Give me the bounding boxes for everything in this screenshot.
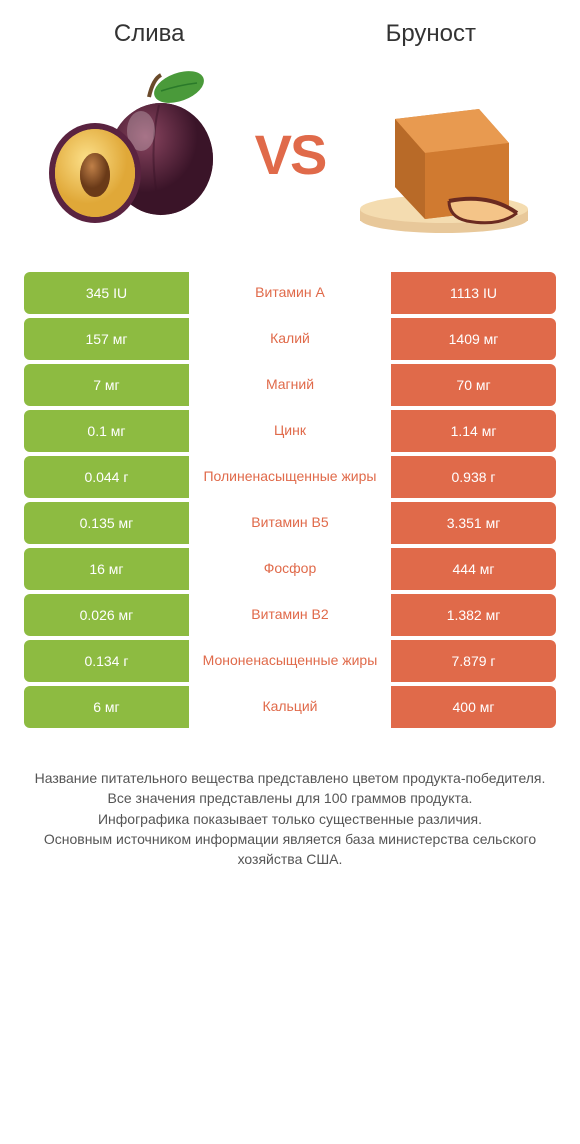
left-value: 157 мг	[24, 318, 189, 360]
footer-text: Название питательного вещества представл…	[24, 768, 556, 869]
right-value: 70 мг	[391, 364, 556, 406]
left-value: 7 мг	[24, 364, 189, 406]
nutrient-row: 0.1 мгЦинк1.14 мг	[24, 410, 556, 452]
right-value: 0.938 г	[391, 456, 556, 498]
brunost-cheese-icon	[333, 64, 556, 244]
nutrient-name: Фосфор	[189, 548, 391, 590]
infographic-container: Слива Бруност	[0, 0, 580, 899]
vs-text: VS	[255, 122, 326, 187]
nutrient-row: 345 IUВитамин A1113 IU	[24, 272, 556, 314]
nutrient-row: 0.135 мгВитамин B53.351 мг	[24, 502, 556, 544]
right-value: 7.879 г	[391, 640, 556, 682]
right-value: 1113 IU	[391, 272, 556, 314]
footer-line: Все значения представлены для 100 граммо…	[30, 788, 550, 808]
footer-line: Основным источником информации является …	[30, 829, 550, 870]
nutrient-row: 0.044 гПолиненасыщенные жиры0.938 г	[24, 456, 556, 498]
footer-line: Название питательного вещества представл…	[30, 768, 550, 788]
left-value: 0.135 мг	[24, 502, 189, 544]
title-row: Слива Бруност	[24, 20, 556, 48]
nutrient-name: Магний	[189, 364, 391, 406]
right-value: 1.382 мг	[391, 594, 556, 636]
nutrient-name: Цинк	[189, 410, 391, 452]
left-value: 345 IU	[24, 272, 189, 314]
right-value: 1.14 мг	[391, 410, 556, 452]
nutrient-row: 16 мгФосфор444 мг	[24, 548, 556, 590]
nutrient-row: 0.026 мгВитамин B21.382 мг	[24, 594, 556, 636]
nutrient-name: Полиненасыщенные жиры	[189, 456, 391, 498]
nutrient-name: Витамин A	[189, 272, 391, 314]
left-title: Слива	[34, 20, 264, 48]
nutrient-row: 0.134 гМононенасыщенные жиры7.879 г	[24, 640, 556, 682]
left-value: 0.134 г	[24, 640, 189, 682]
nutrient-row: 7 мгМагний70 мг	[24, 364, 556, 406]
left-value: 0.026 мг	[24, 594, 189, 636]
nutrient-row: 6 мгКальций400 мг	[24, 686, 556, 728]
left-value: 0.1 мг	[24, 410, 189, 452]
left-value: 16 мг	[24, 548, 189, 590]
nutrient-row: 157 мгКалий1409 мг	[24, 318, 556, 360]
right-value: 1409 мг	[391, 318, 556, 360]
nutrient-rows: 345 IUВитамин A1113 IU157 мгКалий1409 мг…	[24, 272, 556, 728]
nutrient-name: Витамин B5	[189, 502, 391, 544]
left-value: 6 мг	[24, 686, 189, 728]
nutrient-name: Мононенасыщенные жиры	[189, 640, 391, 682]
right-title: Бруност	[316, 20, 546, 48]
right-value: 3.351 мг	[391, 502, 556, 544]
right-value: 444 мг	[391, 548, 556, 590]
nutrient-name: Кальций	[189, 686, 391, 728]
nutrient-name: Витамин B2	[189, 594, 391, 636]
left-value: 0.044 г	[24, 456, 189, 498]
footer-line: Инфографика показывает только существенн…	[30, 809, 550, 829]
plum-icon	[24, 64, 247, 244]
image-row: VS	[24, 64, 556, 244]
right-value: 400 мг	[391, 686, 556, 728]
nutrient-name: Калий	[189, 318, 391, 360]
